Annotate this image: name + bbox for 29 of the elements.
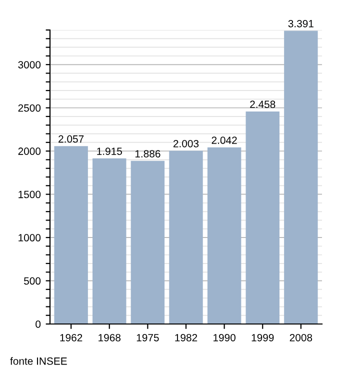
y-tick-label: 0 <box>36 320 41 328</box>
y-tick-label: 1500 <box>18 190 41 198</box>
data-label: 2.057 <box>58 135 84 143</box>
y-tick-label: 2500 <box>18 104 41 112</box>
data-label: 2.003 <box>173 140 199 148</box>
data-label: 1.915 <box>97 148 122 155</box>
bar <box>54 146 88 324</box>
x-tick-label: 1982 <box>175 334 198 342</box>
bar <box>207 147 242 324</box>
x-tick-label: 1999 <box>252 334 274 342</box>
bar <box>284 30 318 324</box>
x-tick-label: 2008 <box>290 334 312 342</box>
y-tick-label: 2000 <box>18 148 41 155</box>
bar <box>169 150 203 324</box>
data-label: 2.458 <box>250 100 276 108</box>
bar <box>130 160 165 324</box>
x-tick-label: 1975 <box>136 334 159 342</box>
x-tick-label: 1990 <box>214 334 236 342</box>
y-tick-label: 1000 <box>18 234 41 242</box>
bar <box>246 111 280 324</box>
y-tick-label: 500 <box>24 277 41 285</box>
source-note: fonte INSEE <box>10 357 67 365</box>
data-label: 2.042 <box>212 136 237 144</box>
bar <box>92 158 126 324</box>
x-tick-label: 1968 <box>98 334 121 342</box>
data-label: 1.886 <box>135 150 160 158</box>
y-tick-label: 3000 <box>18 61 41 68</box>
data-label: 3.391 <box>288 20 314 28</box>
x-tick-label: 1962 <box>60 334 82 342</box>
